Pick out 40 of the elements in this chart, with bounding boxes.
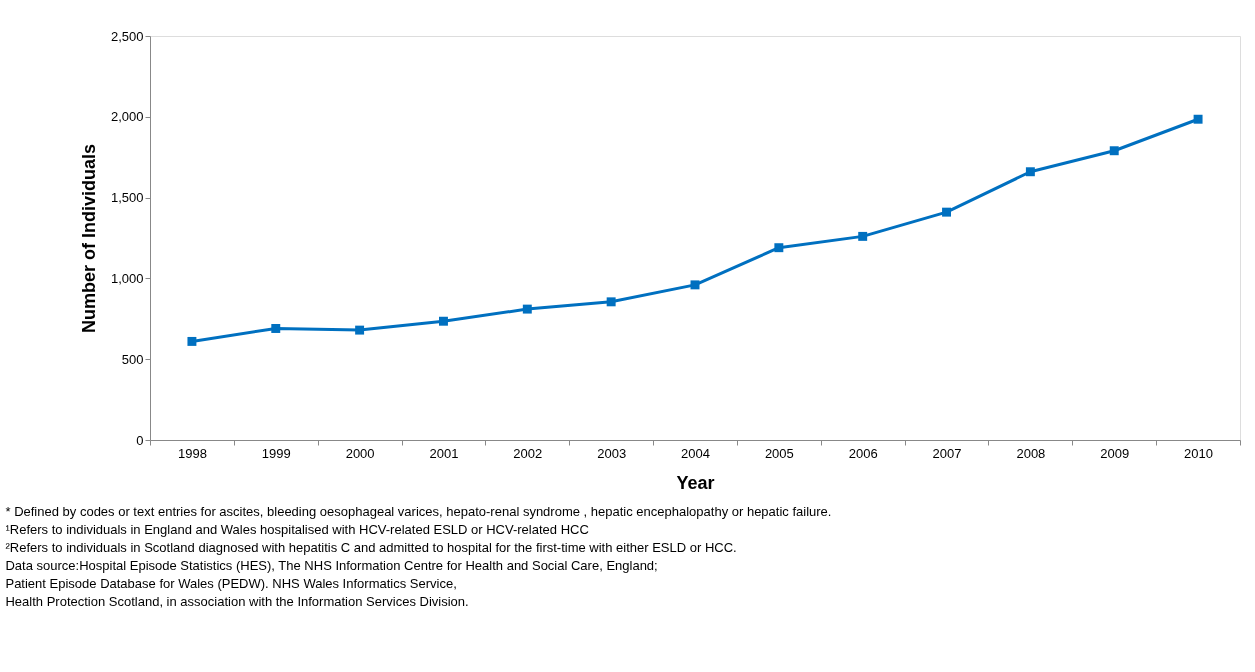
y-axis-title: Number of Individuals [78, 143, 99, 334]
y-tick-label: 2,000 [110, 109, 144, 125]
y-tick-label: 2,500 [110, 28, 144, 44]
text: Patient Episode Database for Wales (PEDW). NHS Wales Informatics Service, [5, 576, 457, 591]
source-note: Data source:Hospital Episode Statistics (HES), The NHS Information Centre for Health and Social Care, England; [5, 558, 658, 573]
point [187, 336, 197, 346]
x-axis-title: Year [676, 472, 715, 493]
point [271, 324, 281, 333]
x-tick-label: 2009 [1100, 445, 1130, 461]
point [1193, 114, 1203, 124]
text: ¹Refers to individuals in England and Wales hospitalised with HCV-related ESLD or HCV-related HCC [5, 522, 589, 537]
x-tick-label: 2001 [429, 445, 459, 461]
text: Health Protection Scotland, in association with the Information Services Division. [5, 594, 469, 609]
text: ²Refers to individuals in Scotland diagnosed with hepatitis C and admitted to hospital for the first-time with either ESLD or HCC. [5, 540, 737, 555]
y-tick-label: 500 [121, 351, 144, 367]
point [438, 316, 448, 326]
y-tick-label: 1,500 [110, 190, 144, 206]
y-tick-label: 1,000 [110, 270, 144, 286]
point [522, 304, 532, 314]
point [355, 325, 365, 335]
point [606, 297, 616, 307]
point [1109, 146, 1119, 156]
x-tick-label: 1999 [261, 445, 291, 461]
y-tick-label: 0 [136, 432, 144, 448]
point [1025, 167, 1035, 177]
point [774, 243, 784, 253]
x-tick-label: 2004 [681, 445, 710, 461]
x-tick-label: 2005 [764, 445, 794, 461]
point [942, 207, 952, 217]
point [690, 280, 700, 290]
x-tick-label: 1998 [177, 445, 207, 461]
x-tick-label: 2000 [345, 445, 375, 461]
x-tick-label: 2006 [848, 445, 878, 461]
x-tick-label: 2007 [932, 445, 962, 461]
x-tick-label: 2010 [1184, 445, 1214, 461]
x-tick-label: 2008 [1016, 445, 1046, 461]
x-tick-label: 2003 [597, 445, 627, 461]
point [858, 231, 868, 241]
text: * Defined by codes or text entries for ascites, bleeding oesophageal varices, hepato-renal syndrome , hepatic encephalopathy or hepatic failure. [5, 504, 832, 519]
x-tick-label: 2002 [513, 445, 543, 461]
